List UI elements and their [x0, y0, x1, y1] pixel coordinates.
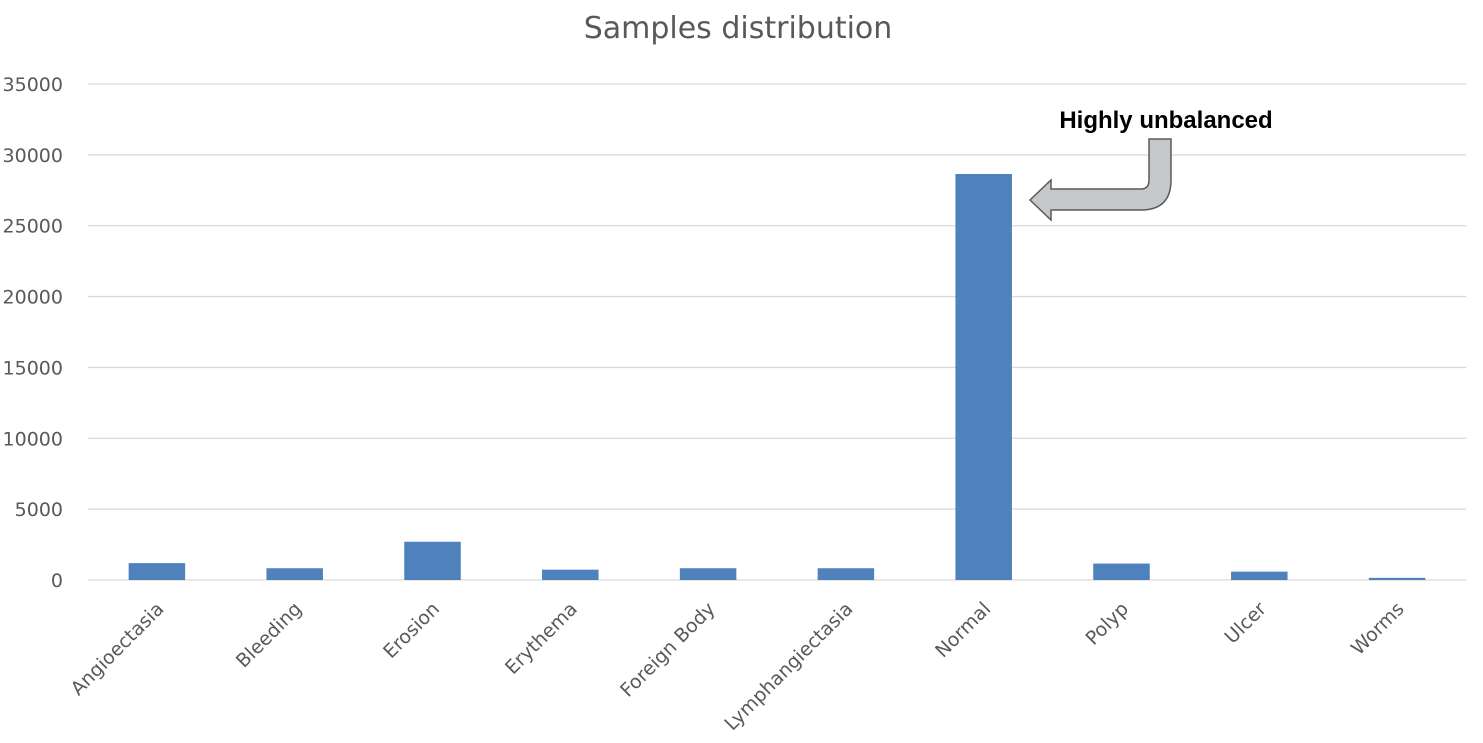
bar-erythema — [542, 569, 599, 580]
annotation-text: Highly unbalanced — [1059, 107, 1272, 134]
gridlines — [88, 83, 1466, 581]
bar-bleeding — [266, 568, 323, 580]
bar-ulcer — [1231, 571, 1288, 580]
y-tick-label: 25000 — [3, 216, 63, 238]
y-tick-label: 0 — [51, 570, 63, 592]
x-category-label: Ulcer — [1221, 598, 1271, 648]
arrow-icon — [1028, 138, 1172, 222]
x-category-label: Foreign Body — [616, 598, 719, 701]
bar-erosion — [404, 541, 461, 580]
x-category-label: Normal — [931, 598, 995, 662]
bar-lymphangiectasia — [817, 568, 875, 580]
chart-title: Samples distribution — [584, 11, 893, 46]
y-tick-label: 10000 — [3, 428, 63, 450]
annotation: Highly unbalanced — [1028, 107, 1273, 222]
y-tick-label: 5000 — [15, 499, 63, 521]
bar-angioectasia — [128, 563, 186, 580]
y-tick-label: 30000 — [3, 145, 63, 167]
y-tick-label: 20000 — [3, 287, 63, 309]
y-tick-label: 15000 — [3, 357, 63, 379]
bar-polyp — [1093, 563, 1150, 580]
x-category-label: Erythema — [501, 598, 582, 679]
x-category-label: Worms — [1347, 598, 1409, 660]
bar-worms — [1368, 577, 1426, 580]
x-category-label: Lymphangiectasia — [720, 598, 857, 735]
y-axis-ticks: 0 5000 10000 15000 20000 25000 30000 35000 — [3, 74, 63, 592]
bars — [128, 173, 1426, 580]
x-axis-labels: Angioectasia Bleeding Erosion Erythema Forei… — [67, 598, 1409, 735]
x-category-label: Bleeding — [232, 598, 306, 672]
x-category-label: Polyp — [1081, 598, 1133, 650]
y-tick-label: 35000 — [3, 74, 63, 96]
x-category-label: Angioectasia — [67, 598, 169, 700]
bar-normal — [955, 173, 1012, 580]
x-category-label: Erosion — [379, 598, 444, 663]
bar-foreign-body — [679, 568, 737, 580]
